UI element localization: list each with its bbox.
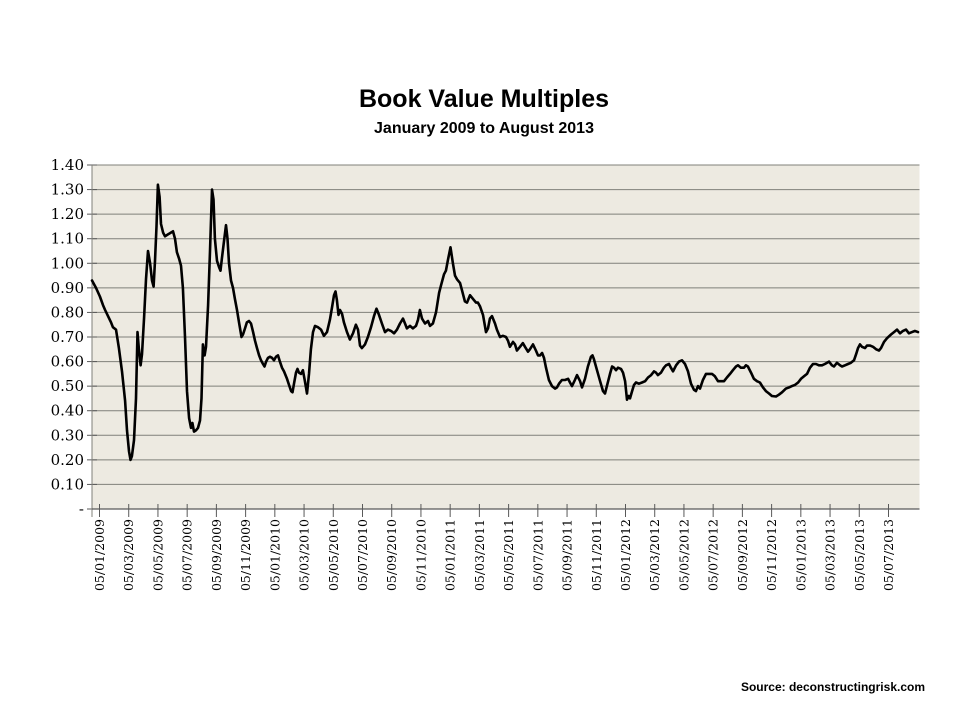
series-line-book-value-multiple (90, 183, 920, 462)
y-axis-label: 1.30 (51, 181, 84, 199)
y-axis-label: 1.10 (51, 230, 84, 248)
x-axis-label: 05/05/2009 (150, 519, 165, 591)
x-axis-label: 05/05/2012 (676, 519, 691, 591)
x-axis-label: 05/03/2013 (823, 519, 838, 591)
x-axis-label: 05/11/2012 (764, 519, 779, 591)
x-axis-label: 05/07/2012 (706, 519, 721, 591)
x-axis-label: 05/03/2011 (472, 519, 487, 591)
x-axis-label: 05/03/2010 (297, 519, 312, 591)
x-axis-label: 05/01/2009 (92, 519, 107, 591)
y-axis-label: 0.40 (51, 402, 84, 420)
x-axis-label: 05/07/2010 (355, 519, 370, 591)
x-axis-label: 05/01/2011 (443, 519, 458, 591)
x-axis-label: 05/03/2009 (121, 519, 136, 591)
x-axis-label: 05/07/2011 (530, 519, 545, 591)
x-axis-label: 05/01/2010 (267, 519, 282, 591)
x-axis-label: 05/03/2012 (647, 519, 662, 591)
x-axis-label: 05/09/2012 (735, 519, 750, 591)
y-axis-label: 1.00 (51, 254, 84, 272)
y-axis-label: 0.90 (51, 279, 84, 297)
x-axis-label: 05/05/2010 (326, 519, 341, 591)
x-axis-label: 05/09/2009 (209, 519, 224, 591)
x-axis-label: 05/09/2010 (384, 519, 399, 591)
y-axis-label: 0.10 (51, 475, 84, 493)
y-axis-label: 0.60 (51, 353, 84, 371)
x-axis-label: 05/01/2013 (793, 519, 808, 591)
y-axis-label: 1.20 (51, 205, 84, 223)
source-credit: Source: deconstructingrisk.com (740, 680, 925, 694)
chart-header: Book Value Multiples January 2009 to Aug… (4, 85, 960, 138)
x-axis-label: 05/07/2013 (881, 519, 896, 591)
x-axis-label: 05/07/2009 (180, 519, 195, 591)
y-axis-label: 0.70 (51, 328, 84, 346)
chart-subtitle: January 2009 to August 2013 (374, 119, 594, 137)
x-axis-label: 05/11/2009 (238, 519, 253, 591)
y-axis-label: 0.80 (51, 303, 84, 321)
x-axis-label: 05/09/2011 (560, 519, 575, 591)
x-axis-label: 05/01/2012 (618, 519, 633, 591)
y-axis-label: - (79, 500, 84, 518)
chart-title: Book Value Multiples (358, 85, 610, 113)
y-axis-label: 0.30 (51, 426, 84, 444)
x-axis-label: 05/11/2011 (589, 519, 604, 591)
y-axis-label: 0.50 (51, 377, 84, 395)
y-axis-label: 1.40 (51, 156, 84, 174)
x-axis-label: 05/11/2010 (413, 519, 428, 591)
x-axis-label: 05/05/2011 (501, 519, 516, 591)
y-axis-label: 0.20 (51, 451, 84, 469)
x-axis-label: 05/05/2013 (852, 519, 867, 591)
